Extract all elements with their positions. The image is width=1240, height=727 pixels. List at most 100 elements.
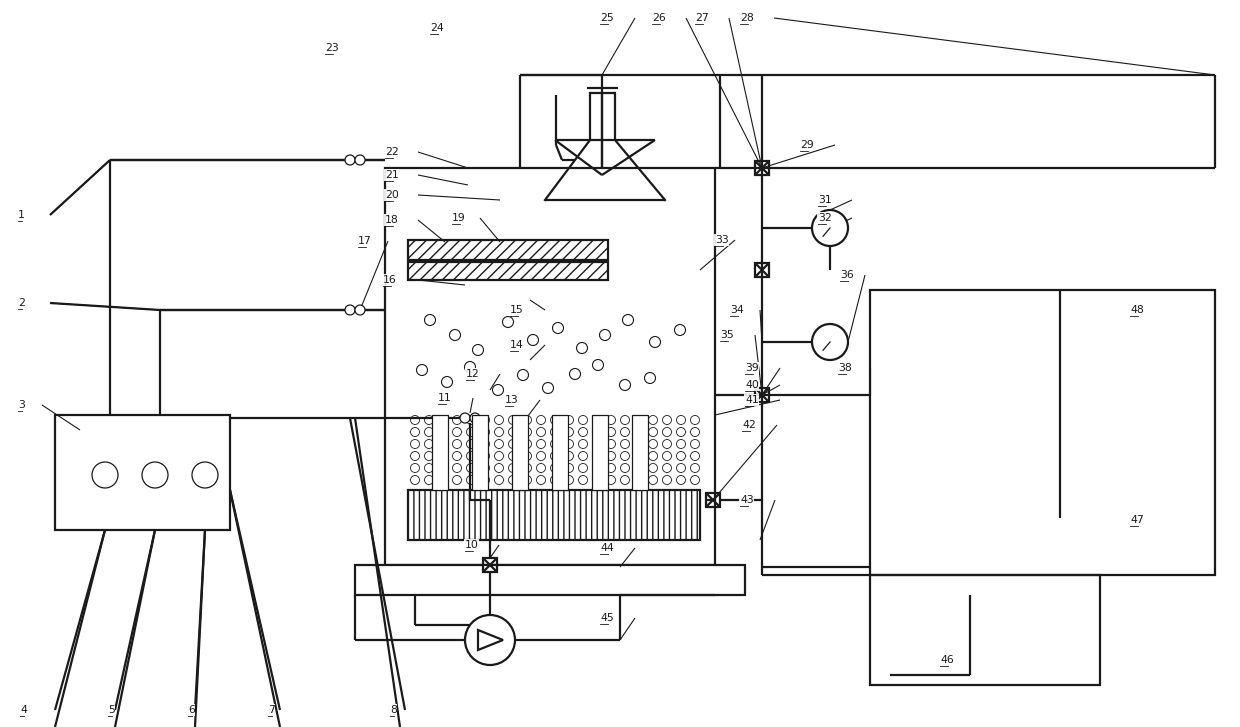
Circle shape [439,464,448,473]
Circle shape [635,464,644,473]
Circle shape [495,416,503,425]
Circle shape [508,416,517,425]
Circle shape [650,337,661,348]
Text: 26: 26 [652,13,666,23]
Circle shape [537,475,546,484]
Circle shape [649,475,657,484]
Circle shape [192,462,218,488]
Circle shape [677,451,686,460]
Text: 20: 20 [384,190,399,200]
Circle shape [424,440,434,449]
Circle shape [522,464,532,473]
Circle shape [649,451,657,460]
Text: 34: 34 [730,305,744,315]
Text: 36: 36 [839,270,854,280]
Circle shape [553,323,563,334]
Bar [706,493,720,507]
Circle shape [606,440,615,449]
Text: 28: 28 [740,13,754,23]
Circle shape [355,305,365,315]
Circle shape [424,427,434,436]
Text: 2: 2 [19,298,25,308]
Circle shape [439,475,448,484]
Text: 35: 35 [720,330,734,340]
Bar [755,161,769,175]
Circle shape [470,413,480,423]
Bar [870,575,1100,685]
Circle shape [466,416,475,425]
Text: 11: 11 [438,393,451,403]
Text: 12: 12 [466,369,480,379]
Circle shape [551,475,559,484]
Circle shape [564,440,573,449]
Bar [472,415,489,490]
Bar [384,168,715,565]
Circle shape [593,427,601,436]
Circle shape [551,440,559,449]
Text: 16: 16 [383,275,397,285]
Circle shape [453,451,461,460]
Circle shape [635,427,644,436]
Bar [755,263,769,277]
Circle shape [606,416,615,425]
Circle shape [564,464,573,473]
Circle shape [472,345,484,356]
Circle shape [622,315,634,326]
Bar [484,558,497,572]
Circle shape [537,440,546,449]
Text: 33: 33 [715,235,729,245]
Circle shape [599,329,610,340]
Circle shape [593,440,601,449]
Circle shape [620,464,630,473]
Circle shape [677,427,686,436]
Circle shape [453,475,461,484]
Circle shape [662,475,672,484]
Text: 47: 47 [1130,515,1143,525]
Text: 39: 39 [745,363,759,373]
Circle shape [620,451,630,460]
Circle shape [812,324,848,360]
Circle shape [635,416,644,425]
Text: 7: 7 [268,705,275,715]
Circle shape [481,464,490,473]
Circle shape [620,416,630,425]
Circle shape [508,464,517,473]
Circle shape [635,475,644,484]
Circle shape [677,440,686,449]
Circle shape [677,416,686,425]
Circle shape [691,475,699,484]
Circle shape [495,427,503,436]
Circle shape [649,427,657,436]
Circle shape [522,427,532,436]
Circle shape [691,416,699,425]
Bar [408,240,608,260]
Text: 44: 44 [600,543,614,553]
Text: 21: 21 [384,170,399,180]
Bar [591,415,608,490]
Circle shape [492,385,503,395]
Circle shape [453,440,461,449]
Bar [55,415,229,530]
Circle shape [466,464,475,473]
Text: 10: 10 [465,540,479,550]
Circle shape [691,464,699,473]
Circle shape [662,427,672,436]
Circle shape [453,464,461,473]
Circle shape [537,416,546,425]
Bar [408,490,701,540]
Circle shape [439,427,448,436]
Circle shape [579,416,588,425]
Text: 6: 6 [188,705,195,715]
Circle shape [466,451,475,460]
Circle shape [439,440,448,449]
Circle shape [355,155,365,165]
Circle shape [481,416,490,425]
Circle shape [481,440,490,449]
Circle shape [620,379,630,390]
Circle shape [551,416,559,425]
Circle shape [691,427,699,436]
Text: 19: 19 [453,213,466,223]
Circle shape [606,451,615,460]
Circle shape [564,416,573,425]
Circle shape [481,427,490,436]
